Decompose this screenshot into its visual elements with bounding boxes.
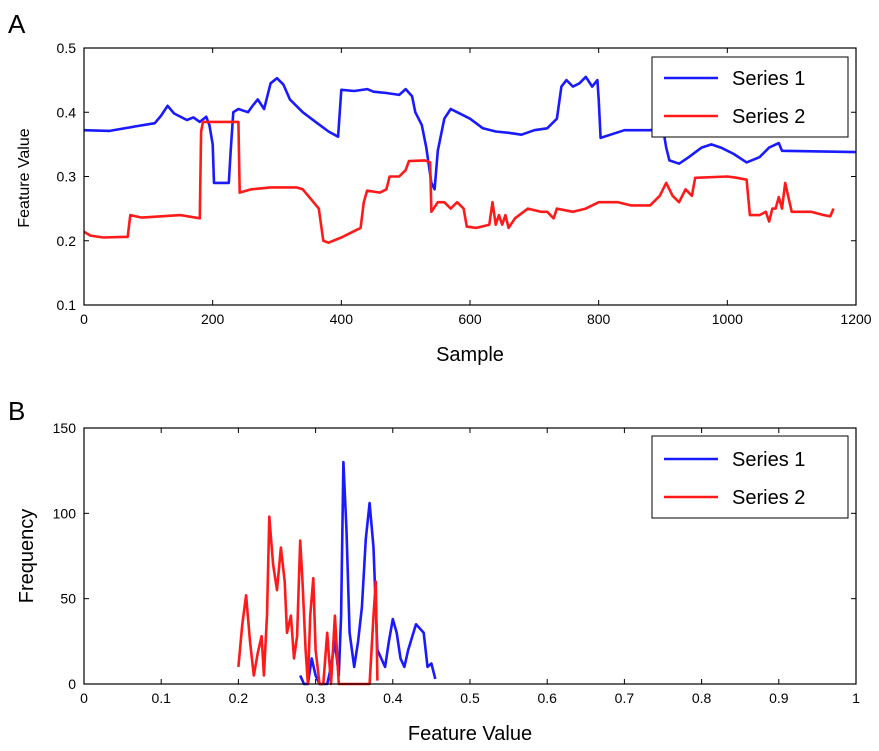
panel-a-x-axis-label: Sample [436,344,504,366]
panel-b-x-tick-label-0: 0 [80,690,88,706]
panel-b-ticks: 0 0.1 0.2 0.3 0.4 0.5 0.6 0.7 0.8 0.9 1 0 50 100 150 [53,420,860,706]
panel-a-letter: A [8,9,26,39]
panel-a-legend-label-series-2: Series 2 [732,106,805,128]
panel-b-x-tick-label-7: 0.7 [615,690,635,706]
panel-b-y-tick-label-0: 0 [68,676,76,692]
panel-b-x-tick-label-1: 0.1 [151,690,171,706]
panel-a-y-tick-label-0: 0.1 [57,297,77,313]
panel-b-legend-label-series-2: Series 2 [732,487,805,509]
panel-b-y-tick-label-2: 100 [53,505,77,521]
panel-a-legend-label-series-1: Series 1 [732,68,805,90]
panel-a-x-tick-label-0: 0 [80,311,88,327]
panel-a-y-tick-label-4: 0.5 [57,40,77,56]
panel-b-x-tick-label-4: 0.4 [383,690,403,706]
panel-a-x-tick-label-1: 200 [201,311,225,327]
panel-b-y-tick-label-1: 50 [60,591,76,607]
panel-b-letter: B [8,396,25,426]
panel-b-legend-label-series-1: Series 1 [732,449,805,471]
panel-b-x-tick-label-10: 1 [852,690,860,706]
panel-b-x-tick-label-3: 0.3 [306,690,326,706]
panel-b-x-tick-label-8: 0.8 [692,690,712,706]
panel-a-ticks: 0 200 400 600 800 1000 1200 0.1 0.2 0.3 0.4 0.5 [57,40,872,327]
panel-a-y-tick-label-2: 0.3 [57,169,77,185]
panel-b-plot-frame [83,427,857,685]
panel-a-series-1-line [83,75,857,191]
panel-a-y-tick-label-1: 0.2 [57,233,77,249]
panel-b-series-2-line [237,515,379,686]
panel-a-series-2-line [83,120,835,244]
panel-a-y-axis-label: Feature Value [16,128,33,227]
panel-b-x-axis-label: Feature Value [408,723,532,745]
panel-b-x-tick-label-9: 0.9 [769,690,789,706]
panel-b-x-tick-label-2: 0.2 [229,690,249,706]
panel-b: B Frequency Feature Value 0 0.1 0.2 0.3 0.4 0… [8,396,860,745]
panel-a-x-tick-label-4: 800 [587,311,611,327]
panel-b-legend-box [651,435,849,519]
panel-a-x-tick-label-3: 600 [458,311,482,327]
panel-b-series-1-line [299,460,437,686]
panel-b-y-tick-label-3: 150 [53,420,77,436]
panel-a-x-tick-label-5: 1000 [712,311,743,327]
panel-a: A Feature Value Sample 0 200 400 600 800 1000… [8,9,872,366]
panel-a-x-tick-label-6: 1200 [840,311,871,327]
panel-a-legend: Series 1 Series 2 [651,56,849,138]
panel-b-x-tick-label-6: 0.6 [537,690,557,706]
panel-a-plot-frame [83,47,857,306]
panel-a-legend-box [651,56,849,138]
panel-b-y-axis-label: Frequency [16,509,38,604]
panel-b-x-tick-label-5: 0.5 [460,690,480,706]
panel-a-lines [83,75,857,244]
panel-b-legend: Series 1 Series 2 [651,435,849,519]
panel-a-y-tick-label-3: 0.4 [57,104,77,120]
panel-a-x-tick-label-2: 400 [330,311,354,327]
panel-b-lines [237,460,437,686]
